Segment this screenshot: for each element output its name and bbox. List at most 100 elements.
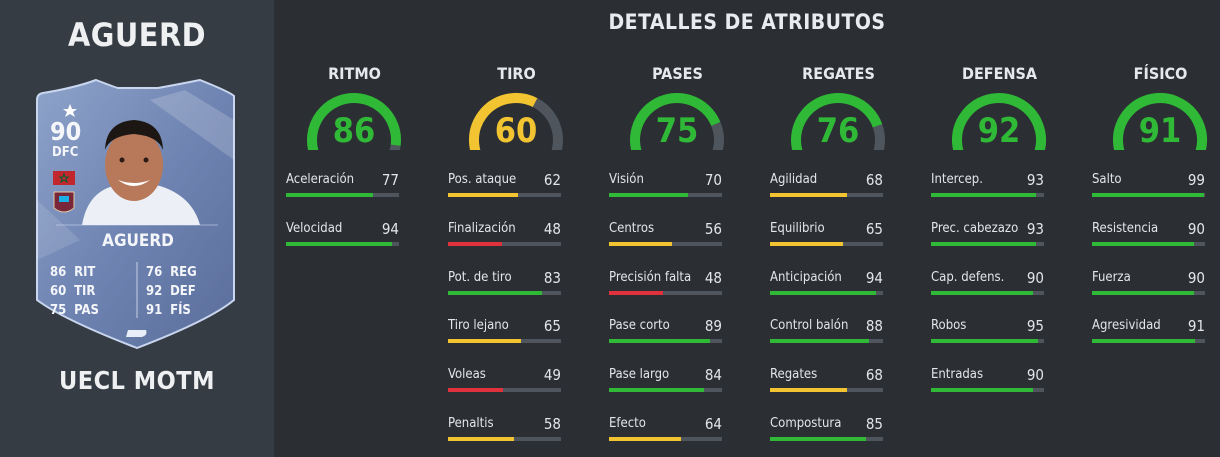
attribute-bar-fill [770,193,847,197]
attribute-bar [609,388,722,393]
attribute-value: 70 [704,171,722,189]
attribute-bar [286,241,399,246]
card-version-title: UECL MOTM [58,366,216,395]
attribute-name: Robos [931,318,967,334]
category-column-3: REGATES 76 Agilidad 68 Equilibrio 65 Anticipac… [758,0,919,457]
attribute-bar-fill [1092,290,1194,295]
attribute-value: 83 [543,268,561,287]
attribute-row: Visión 70 [609,171,722,212]
card-stat-tir: 60 TIR [50,284,96,299]
attribute-row: Pase largo 84 [609,366,722,407]
attribute-value: 93 [1026,219,1044,238]
attribute-bar-fill [931,290,1033,295]
attribute-bar-fill [770,241,844,246]
attribute-value: 64 [704,415,722,433]
attribute-name: Prec. cabezazo [931,220,1019,236]
attribute-bar [931,290,1044,295]
card-background [36,78,235,350]
attribute-row: Efecto 64 [609,415,722,456]
attribute-name: Pot. de tiro [448,269,512,285]
attribute-bar [448,241,561,246]
attribute-value: 90 [1026,268,1044,287]
category-value: 91 [1138,111,1182,151]
attribute-name: Fuerza [1092,269,1131,285]
category-gauge [1113,93,1207,150]
attribute-value: 68 [865,366,883,385]
attribute-bar-fill [770,437,867,441]
attribute-row: Agilidad 68 [770,171,883,212]
attribute-row: Anticipación 94 [770,268,883,310]
attribute-name: Control balón [770,318,849,334]
attribute-bar [931,193,1044,197]
attribute-row: Finalización 48 [448,219,561,261]
card-stat-def: 92 DEF [146,284,196,299]
attribute-bar [448,339,561,344]
attribute-name: Cap. defens. [931,269,1005,285]
attribute-bar-fill [448,290,542,295]
attribute-value: 68 [865,171,883,189]
attribute-value: 91 [1187,317,1205,336]
attribute-bar-fill [286,193,373,197]
attribute-value: 94 [865,268,883,287]
attribute-row: Voleas 49 [448,366,561,407]
attribute-name: Finalización [448,220,516,236]
card-stat-fis: 91 FÍS [146,303,191,318]
attribute-row: Resistencia 90 [1092,220,1205,261]
attribute-bar-fill [609,193,689,197]
attribute-bar [448,290,561,295]
attribute-value: 99 [1187,171,1205,189]
category-gauge [307,93,401,150]
attribute-bar [1092,339,1205,344]
attribute-row: Penaltis 58 [448,415,561,456]
attribute-bar-fill [609,241,673,246]
category-name: DEFENSA [961,64,1037,83]
attribute-row: Velocidad 94 [286,219,399,261]
attribute-row: Centros 56 [609,220,722,261]
attribute-bar [770,437,883,441]
attribute-value: 48 [543,219,561,238]
attribute-bar [1092,290,1205,295]
category-name: REGATES [802,64,875,83]
attribute-row: Pase corto 89 [609,317,722,358]
attribute-name: Regates [770,367,818,383]
attribute-row: Entradas 90 [931,366,1044,407]
card-stat-reg: 76 REG [146,265,197,280]
attribute-value: 65 [865,219,883,238]
attribute-value: 49 [543,366,561,385]
gauge-track [711,122,724,150]
card-stat-pas: 75 PAS [50,303,99,318]
attribute-row: Robos 95 [931,317,1044,358]
category-gauge [952,93,1046,150]
category-value: 75 [655,111,699,151]
attribute-value: 95 [1026,317,1044,336]
category-gauge [791,93,885,150]
section-title: DETALLES DE ATRIBUTOS [608,10,886,34]
attribute-value: 94 [381,219,399,238]
category-column-4: DEFENSA 92 Intercep. 93 Prec. cabezazo 93 Cap.… [919,0,1080,457]
attribute-bar [770,193,883,197]
attribute-name: Voleas [448,367,486,383]
attribute-value: 88 [865,317,883,336]
gauge-fill [1113,93,1207,150]
gauge-track [872,124,885,150]
attribute-bar-fill [609,437,682,441]
attribute-bar [609,339,722,344]
category-gauge [469,93,563,150]
attribute-name: Penaltis [448,416,494,431]
player-card[interactable]: 90 DFC AGUERD 86 RIT 60 TIR 75 PAS 76 RE… [0,0,274,457]
card-player-name: AGUERD [102,231,174,251]
attribute-bar-fill [931,388,1033,393]
attribute-name: Resistencia [1092,220,1159,236]
attribute-name: Velocidad [286,220,343,236]
category-name: PASES [652,64,703,83]
attribute-name: Aceleración [286,172,355,187]
category-gauge [630,93,724,150]
attribute-name: Intercep. [931,172,983,187]
attribute-name: Entradas [931,367,984,383]
attribute-row: Aceleración 77 [286,171,399,212]
attribute-row: Salto 99 [1092,171,1205,212]
attribute-row: Pos. ataque 62 [448,171,561,212]
attribute-bar-fill [931,193,1037,197]
attribute-bar-fill [609,339,710,344]
attribute-name: Compostura [770,416,842,431]
